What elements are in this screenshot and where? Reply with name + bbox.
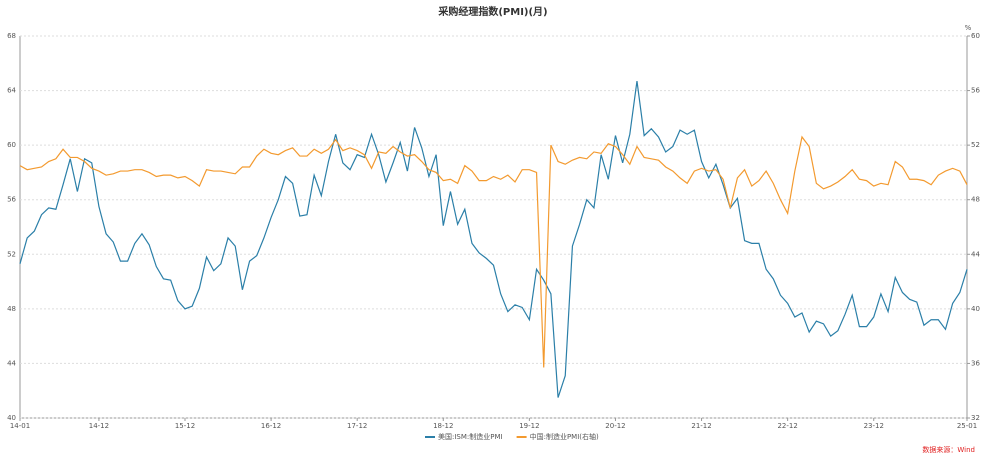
x-tick-label: 17-12 xyxy=(347,422,367,430)
x-tick-label: 20-12 xyxy=(605,422,625,430)
x-tick-label: 15-12 xyxy=(175,422,195,430)
x-tick-label: 22-12 xyxy=(777,422,797,430)
x-tick-label: 16-12 xyxy=(261,422,281,430)
legend-label: 美国:ISM:制造业PMI xyxy=(438,432,503,441)
y-tick-label: 52 xyxy=(7,250,16,258)
y2-unit: % xyxy=(965,24,972,32)
x-tick-label: 19-12 xyxy=(519,422,539,430)
y2-tick-label: 32 xyxy=(971,414,980,422)
x-tick-label: 18-12 xyxy=(433,422,453,430)
y-tick-label: 60 xyxy=(7,141,16,149)
y2-tick-label: 36 xyxy=(971,359,980,367)
y2-tick-label: 60 xyxy=(971,32,980,40)
y-tick-label: 56 xyxy=(7,196,16,204)
x-tick-label: 21-12 xyxy=(691,422,711,430)
data-line xyxy=(19,135,968,368)
data-line xyxy=(19,80,968,398)
y-tick-label: 44 xyxy=(7,359,16,367)
y-tick-label: 48 xyxy=(7,305,16,313)
y2-tick-label: 56 xyxy=(971,87,980,95)
source: 数据来源：Wind xyxy=(922,445,975,454)
y2-tick-label: 44 xyxy=(971,250,980,258)
chart-title: 采购经理指数(PMI)(月) xyxy=(437,5,547,18)
legend-label: 中国:制造业PMI(右轴) xyxy=(530,432,599,441)
y-tick-label: 40 xyxy=(7,414,16,422)
y2-tick-label: 48 xyxy=(971,196,980,204)
y-tick-label: 68 xyxy=(7,32,16,40)
y2-tick-label: 52 xyxy=(971,141,980,149)
y-tick-label: 64 xyxy=(7,87,16,95)
x-tick-label: 23-12 xyxy=(864,422,884,430)
x-tick-label: 25-01 xyxy=(957,422,977,430)
x-tick-label: 14-01 xyxy=(10,422,30,430)
y2-tick-label: 40 xyxy=(971,305,980,313)
x-tick-label: 14-12 xyxy=(89,422,109,430)
